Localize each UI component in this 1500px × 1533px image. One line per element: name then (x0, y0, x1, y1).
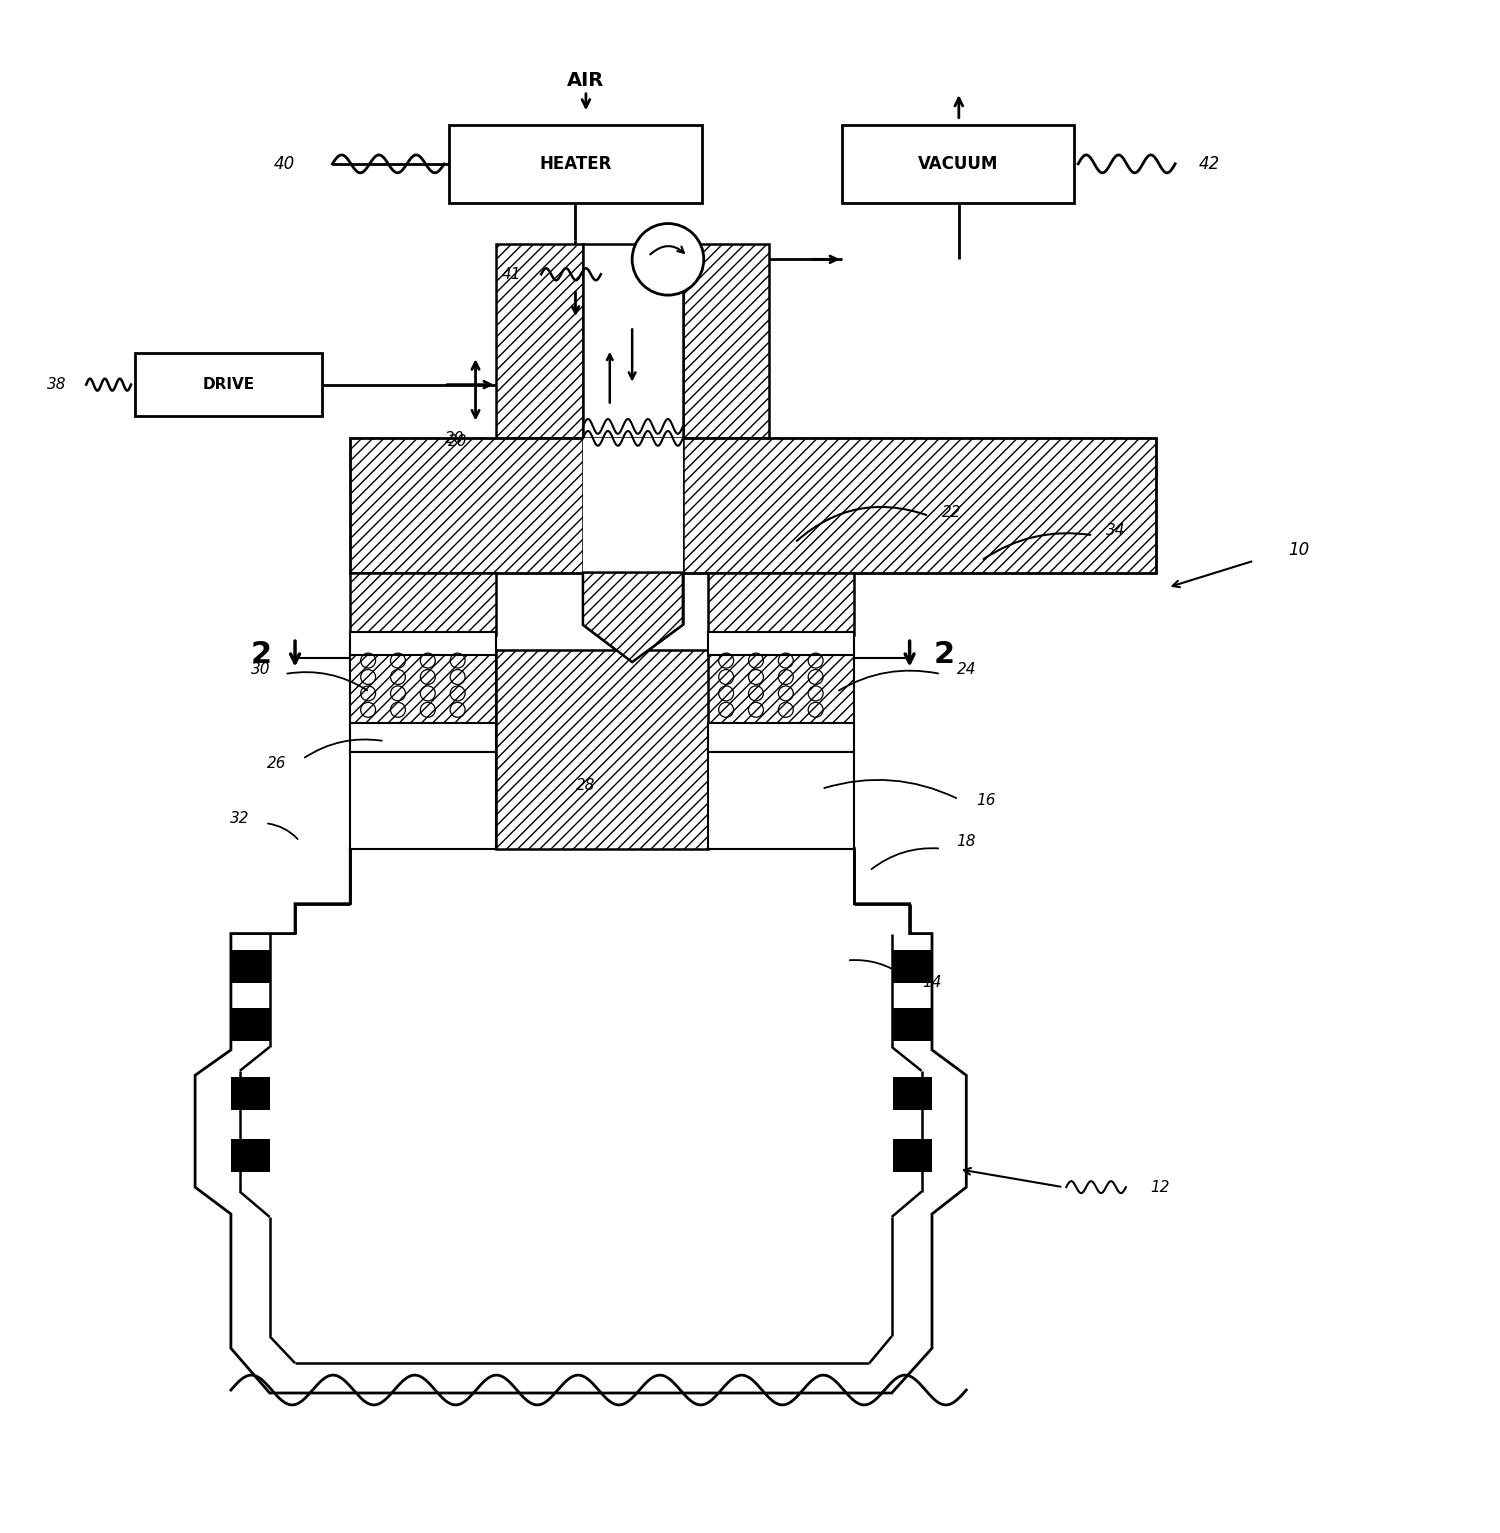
Text: 18: 18 (957, 834, 976, 849)
Text: VACUUM: VACUUM (918, 155, 999, 173)
Text: 2: 2 (933, 641, 954, 668)
Bar (708, 573, 855, 635)
Text: 22: 22 (942, 506, 962, 520)
Bar (708, 751, 855, 849)
Text: 30: 30 (251, 662, 270, 678)
Bar (496, 650, 708, 849)
Bar (584, 244, 682, 438)
Text: 32: 32 (230, 811, 249, 826)
Bar (892, 950, 932, 983)
Bar (231, 1076, 270, 1110)
Bar (708, 724, 855, 751)
Polygon shape (584, 573, 682, 662)
Bar (350, 751, 496, 849)
Text: 10: 10 (1288, 541, 1310, 560)
Bar (682, 244, 770, 438)
Bar (496, 244, 584, 438)
Text: 20: 20 (446, 431, 465, 446)
Text: 26: 26 (267, 756, 286, 771)
Bar (892, 1076, 932, 1110)
Bar (350, 438, 1155, 573)
Bar (231, 1139, 270, 1173)
Text: 14: 14 (922, 975, 942, 990)
Bar (350, 653, 496, 725)
Bar (448, 126, 702, 202)
Text: DRIVE: DRIVE (202, 377, 255, 392)
Bar (584, 438, 682, 573)
Text: 16: 16 (976, 793, 996, 808)
Text: HEATER: HEATER (540, 155, 612, 173)
Bar (892, 1009, 932, 1041)
Bar (708, 632, 855, 655)
Bar (135, 353, 322, 415)
Bar (843, 126, 1074, 202)
Text: 20: 20 (448, 434, 468, 449)
Circle shape (632, 224, 704, 296)
Bar (350, 724, 496, 751)
Text: 42: 42 (1198, 155, 1219, 173)
Bar (231, 1009, 270, 1041)
Text: 2: 2 (251, 641, 272, 668)
Text: 24: 24 (957, 662, 976, 678)
Bar (708, 653, 855, 725)
Text: AIR: AIR (567, 71, 604, 90)
Text: 41: 41 (501, 267, 520, 282)
Bar (350, 573, 496, 635)
Polygon shape (195, 849, 966, 1393)
Text: 28: 28 (576, 779, 596, 794)
Text: 40: 40 (274, 155, 296, 173)
Text: 38: 38 (46, 377, 66, 392)
Text: 12: 12 (1150, 1180, 1170, 1194)
Bar (892, 1139, 932, 1173)
Bar (231, 950, 270, 983)
Bar (350, 632, 496, 655)
Text: 34: 34 (1106, 523, 1125, 538)
